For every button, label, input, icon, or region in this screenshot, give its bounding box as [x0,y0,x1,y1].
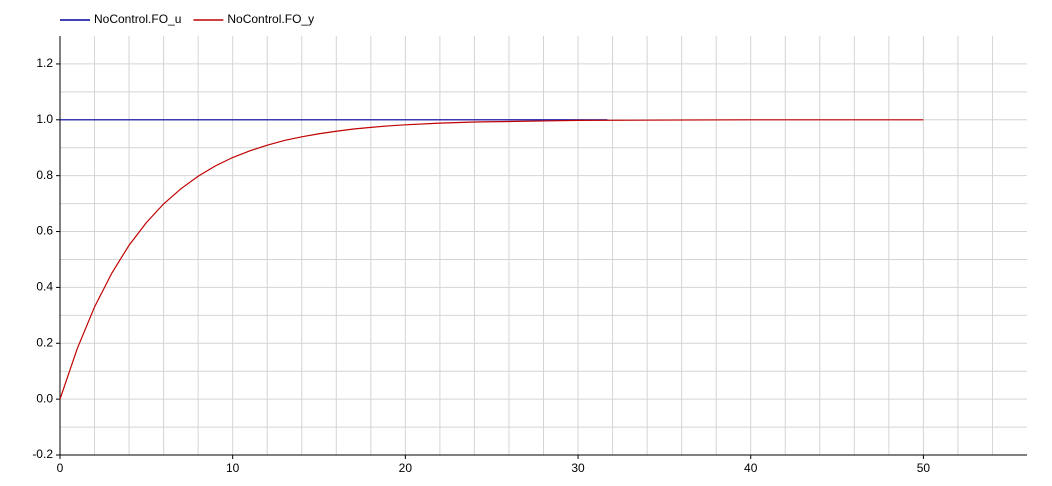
x-tick-label: 10 [226,461,240,475]
data-line [59,119,924,400]
y-tick-label: 0.0 [36,391,53,405]
y-tick-label: 0.4 [36,280,53,294]
legend-label: NoControl.FO_y [227,12,314,26]
y-tick-label: 0.8 [36,168,53,182]
x-tick-label: 50 [917,461,931,475]
x-tick-label: 30 [571,461,585,475]
y-tick-label: 1.0 [36,112,53,126]
x-tick-label: 20 [399,461,413,475]
legend-label: NoControl.FO_u [94,12,181,26]
y-tick-label: 0.6 [36,224,53,238]
x-tick-label: 0 [57,461,64,475]
y-tick-label: 0.2 [36,335,53,349]
x-tick-label: 40 [744,461,758,475]
y-tick-label: 1.2 [36,56,53,70]
y-tick-label: -0.2 [32,447,53,461]
